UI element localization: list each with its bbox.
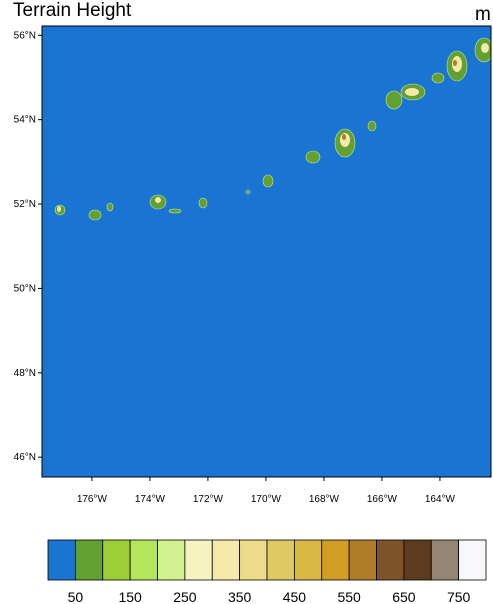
colorbar-label: 350 [228, 589, 252, 604]
lat-tick-label: 52°N [14, 199, 36, 210]
map-frame [41, 25, 492, 478]
lon-tick-label: 170°W [251, 494, 282, 505]
lon-tick-label: 168°W [309, 494, 340, 505]
colorbar-label: 50 [68, 589, 84, 604]
units: m [475, 4, 491, 25]
lon-tick-label: 176°W [77, 494, 108, 505]
lon-tick-label: 166°W [367, 494, 398, 505]
colorbar-box [376, 539, 405, 581]
colorbar-label: 750 [447, 589, 471, 604]
ocean [42, 26, 491, 477]
colorbar-box [321, 539, 350, 581]
colorbar-label: 550 [337, 589, 361, 604]
lon-tick-label: 172°W [193, 494, 224, 505]
colorbar-box [403, 539, 432, 581]
colorbar-label: 150 [118, 589, 142, 604]
colorbar-label: 250 [173, 589, 197, 604]
colorbar-box [211, 539, 241, 581]
colorbar-box [157, 539, 186, 581]
colorbar-box [266, 539, 295, 581]
colorbar-box [184, 539, 213, 581]
colorbar-box [458, 539, 487, 581]
colorbar-label: 650 [392, 589, 416, 604]
title: Terrain Height [13, 0, 132, 21]
colorbar-box [430, 539, 460, 581]
lat-tick-label: 54°N [14, 115, 36, 126]
colorbar-box [239, 539, 268, 581]
lon-tick-label: 164°W [425, 494, 456, 505]
colorbar-box [129, 539, 158, 581]
lat-tick-label: 50°N [14, 283, 36, 294]
lat-tick-label: 48°N [14, 368, 36, 379]
lat-tick-label: 56°N [14, 30, 36, 41]
colorbar-box [348, 539, 377, 581]
colorbar-box [293, 539, 323, 581]
colorbar-box [47, 539, 76, 581]
lat-tick-label: 46°N [14, 452, 36, 463]
lon-tick-label: 174°W [135, 494, 166, 505]
colorbar-box [102, 539, 131, 581]
colorbar-label: 450 [283, 589, 307, 604]
islands [54, 37, 491, 221]
colorbar-box [74, 539, 104, 581]
